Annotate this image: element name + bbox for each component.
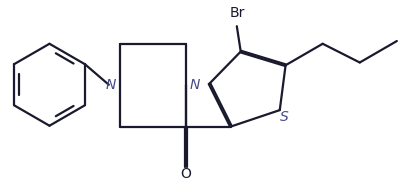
Text: Br: Br bbox=[229, 6, 245, 20]
Text: N: N bbox=[106, 78, 116, 92]
Text: N: N bbox=[189, 78, 200, 92]
Text: O: O bbox=[181, 167, 191, 181]
Text: S: S bbox=[280, 110, 289, 124]
